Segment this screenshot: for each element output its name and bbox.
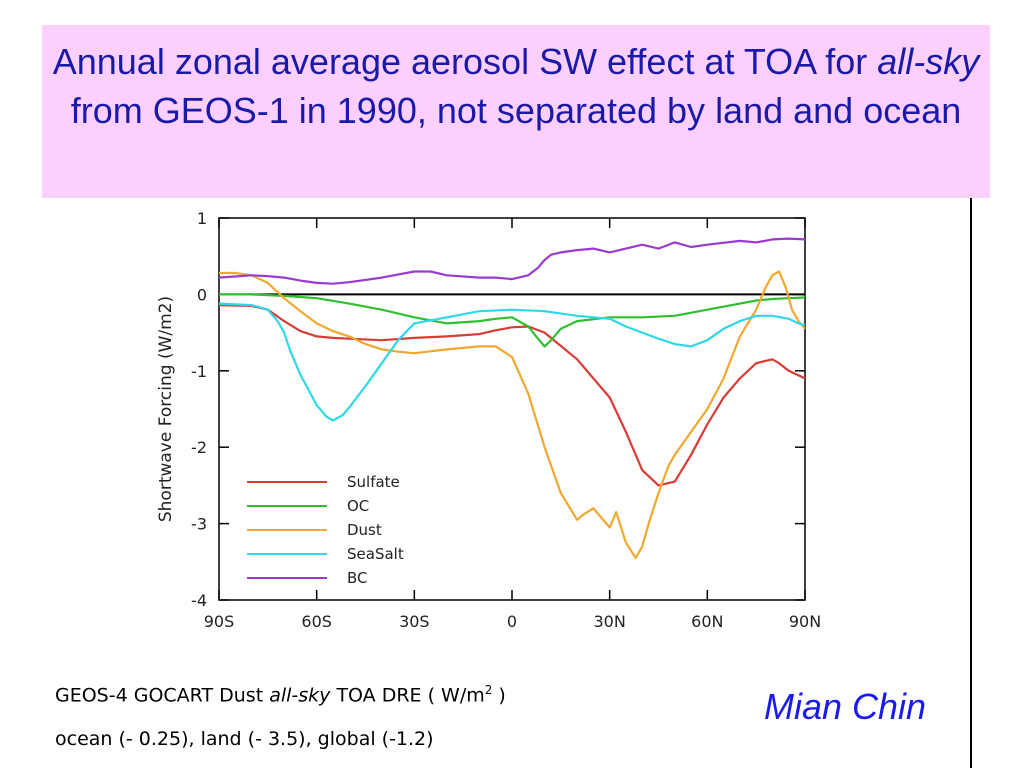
x-tick-label: 30S (399, 612, 430, 631)
x-tick-label: 90S (204, 612, 235, 631)
title-text-2: from GEOS-1 in 1990, not separated by la… (70, 90, 962, 131)
y-tick-label: 1 (197, 209, 207, 228)
caption-sup: 2 (484, 683, 493, 697)
x-tick-label: 90N (789, 612, 821, 631)
caption-text: GEOS-4 GOCART Dust (55, 684, 264, 707)
y-tick-label: -4 (191, 591, 207, 610)
caption-line-2: ocean (- 0.25), land (- 3.5), global (-1… (55, 728, 434, 751)
y-tick-label: -3 (191, 515, 207, 534)
y-tick-label: -2 (191, 438, 207, 457)
y-axis-label: Shortwave Forcing (W/m2) (156, 296, 176, 522)
author-name: Mian Chin (764, 686, 927, 727)
caption: GEOS-4 GOCART Dust all-sky TOA DRE ( W/m… (55, 668, 506, 761)
title-banner: Annual zonal average aerosol SW effect a… (42, 25, 990, 198)
series-line-sulfate (218, 304, 806, 487)
series-line-bc (218, 237, 806, 285)
legend-label: Sulfate (347, 473, 400, 491)
x-tick-label: 30N (594, 612, 626, 631)
y-tick-label: -1 (191, 362, 207, 381)
title-text-1: Annual zonal average aerosol SW effect a… (52, 41, 868, 82)
divider-line (970, 198, 972, 768)
y-tick-label: 0 (197, 285, 207, 304)
series-line-oc (219, 293, 806, 348)
caption-close: ) (492, 684, 506, 707)
title-italic: all-sky (877, 41, 980, 82)
x-tick-label: 60N (691, 612, 723, 631)
caption-units: TOA DRE ( W/m (336, 684, 485, 707)
slide-title: Annual zonal average aerosol SW effect a… (42, 37, 990, 135)
x-tick-label: 0 (507, 612, 517, 631)
forcing-chart: 90S 60S 30S 0 30N 60N 90N 1 0 -1 -2 -3 -4 Shortwave F… (156, 209, 821, 631)
legend-label: BC (347, 569, 368, 587)
caption-line-1: GEOS-4 GOCART Dust all-sky TOA DRE ( W/m… (55, 668, 506, 717)
legend-label: OC (347, 497, 369, 515)
x-tick-label: 60S (301, 612, 332, 631)
legend-label: Dust (347, 521, 382, 539)
legend-label: SeaSalt (347, 545, 404, 563)
caption-italic: all-sky (269, 684, 331, 707)
series-line-seasalt (218, 302, 806, 422)
series-line-dust (219, 270, 806, 560)
